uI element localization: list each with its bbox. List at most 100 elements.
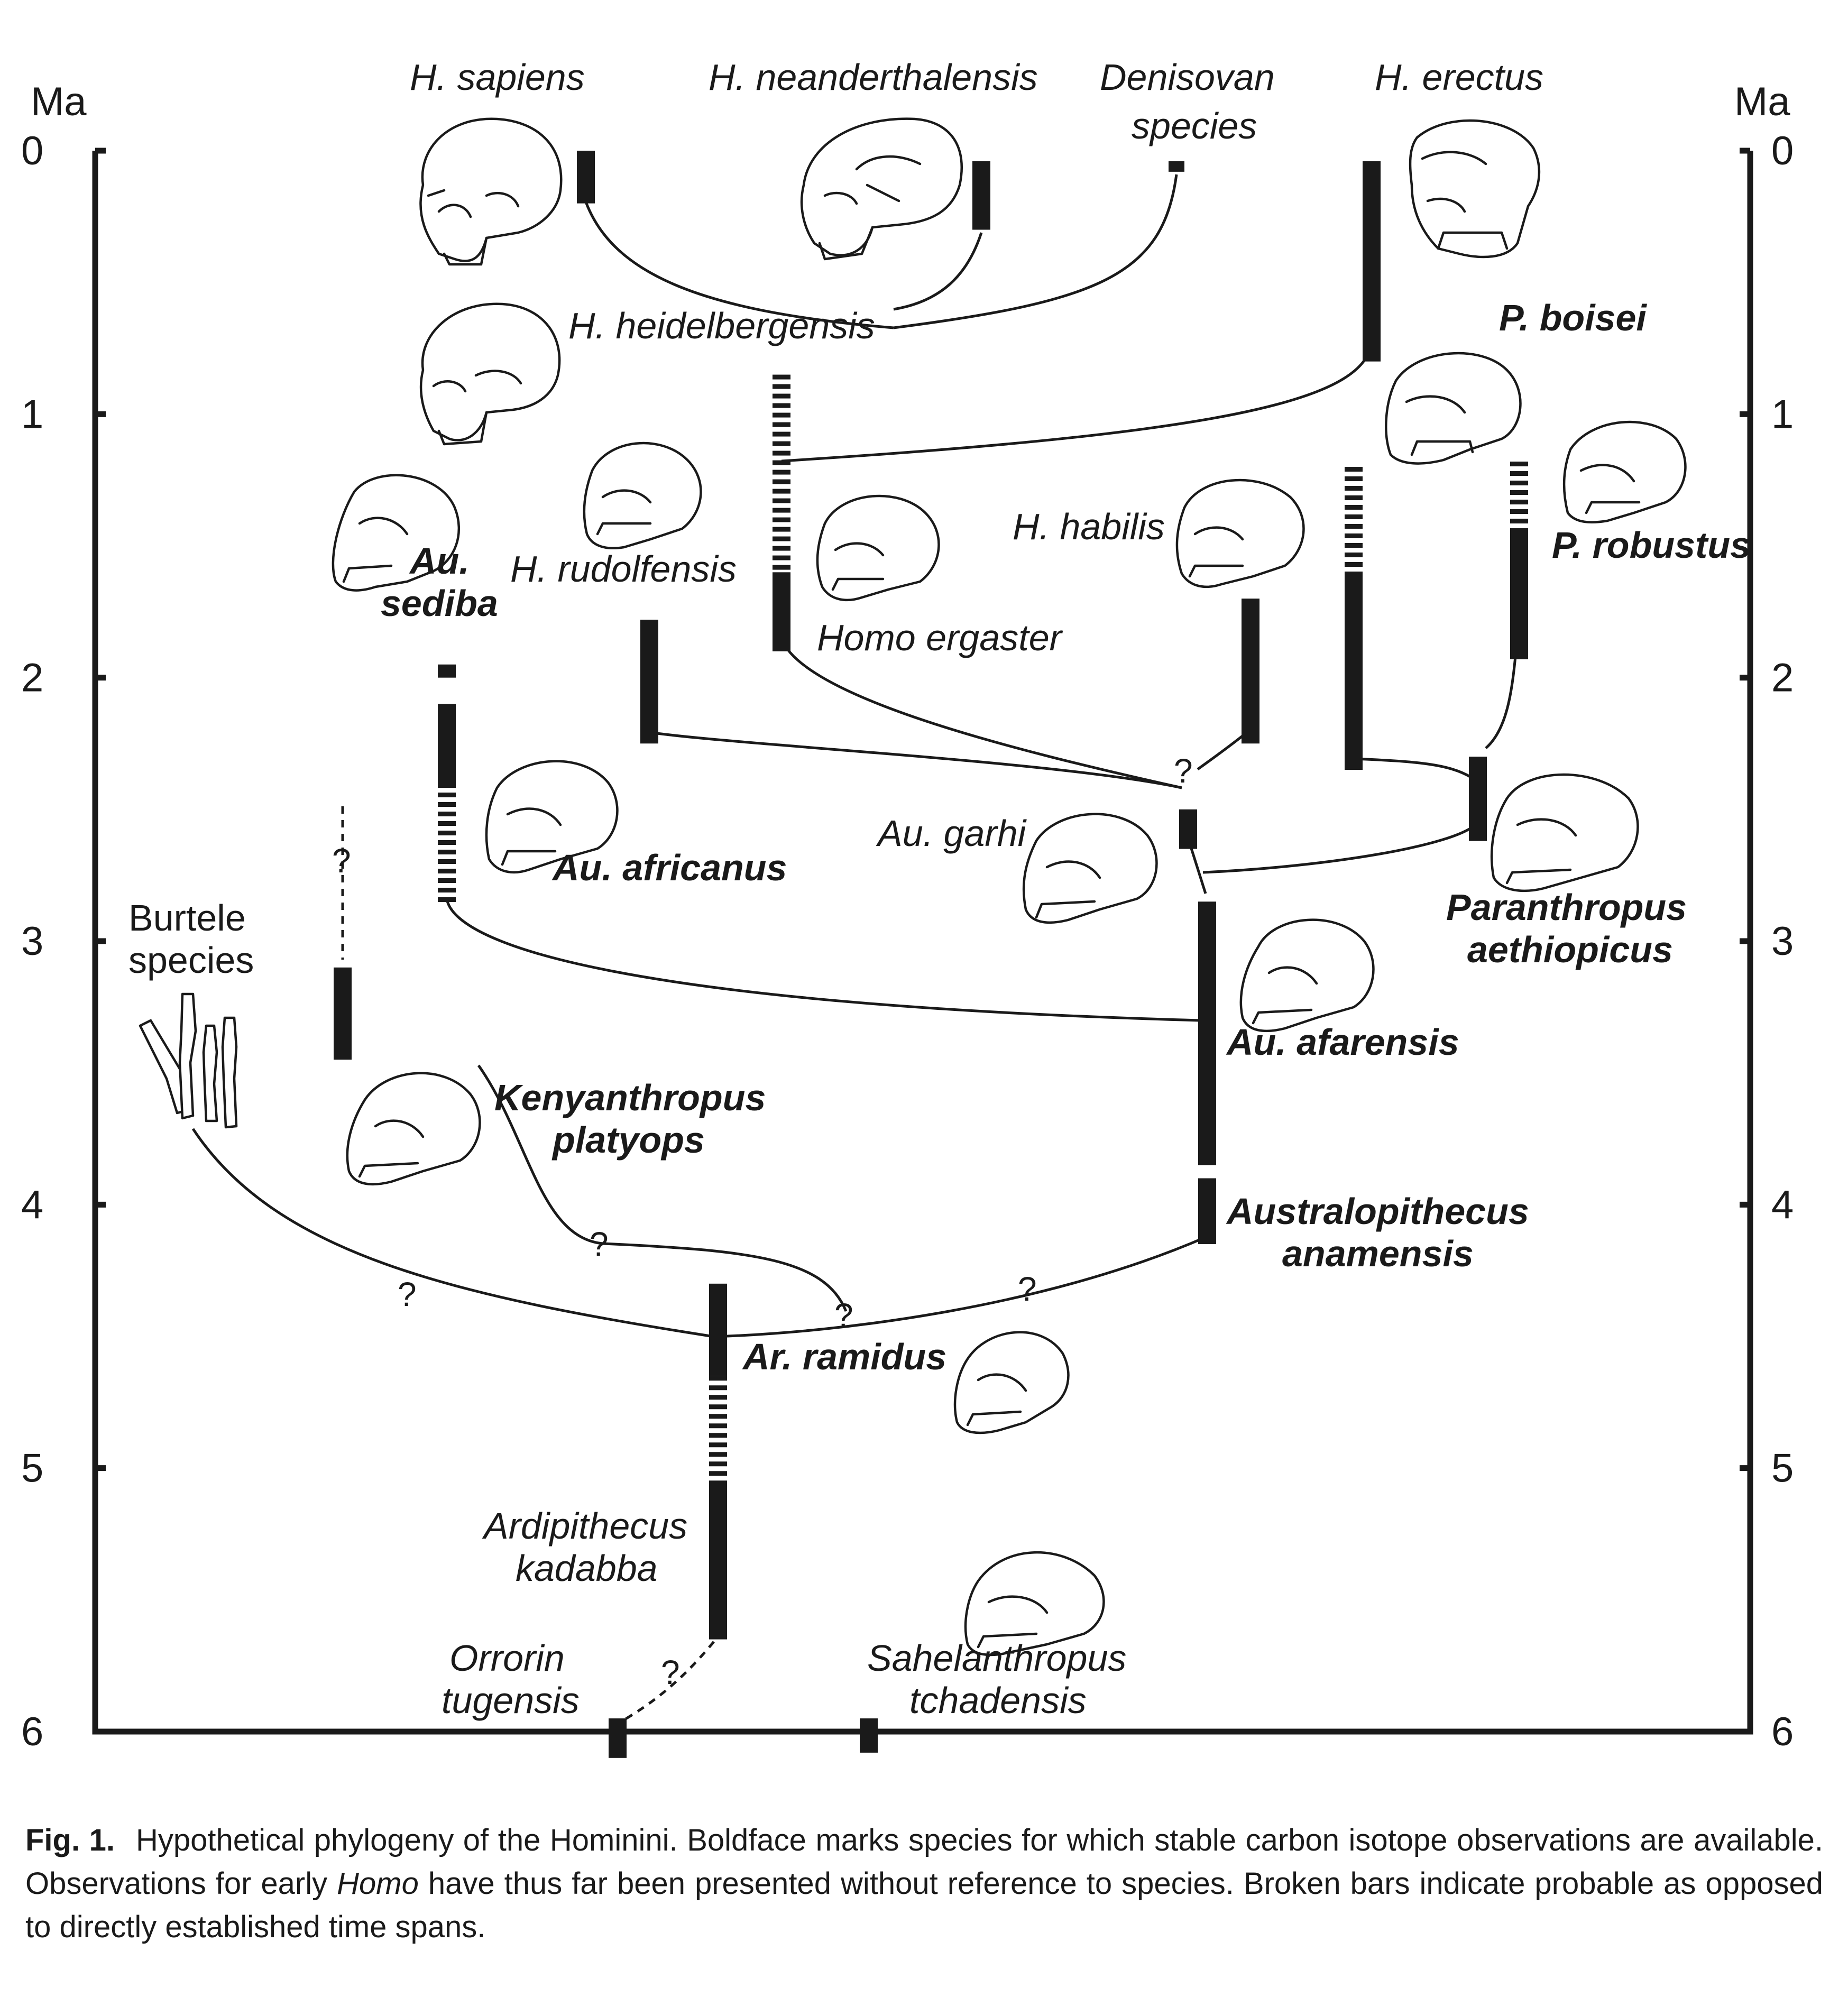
question-mark-burtele-link: ? <box>398 1275 417 1313</box>
label-burtele-line2: species <box>128 940 254 981</box>
bar-probable-segment <box>438 793 456 797</box>
skull-robustus-icon <box>1562 420 1687 523</box>
bar-probable-segment <box>709 1395 727 1400</box>
bar-probable-segment <box>773 479 790 484</box>
bar-probable-segment <box>1510 528 1528 533</box>
skull-sediba-icon <box>332 474 460 592</box>
bar-probable-segment <box>709 1461 727 1467</box>
label-aethiopicus-line2: aethiopicus <box>1467 929 1673 970</box>
branch-burtele <box>191 1128 1206 1338</box>
branch-africanus <box>445 898 1201 1022</box>
bar-probable-segment <box>1510 462 1528 467</box>
skull-platyops-icon <box>346 1072 481 1186</box>
axis-tick-label-left-1: 1 <box>21 392 43 437</box>
label-erectus: H. erectus <box>1375 57 1543 98</box>
bar-ramidus <box>709 1283 727 1376</box>
bar-orrorin <box>609 1718 627 1758</box>
axis-title-left: Ma <box>31 79 87 124</box>
skull-neanderthalensis-icon <box>800 117 963 261</box>
label-aethiopicus-line1: Paranthropus <box>1446 887 1687 928</box>
bar-probable-segment <box>438 878 456 883</box>
skull-boisei-icon <box>1385 352 1522 465</box>
bar-probable-segment <box>773 498 790 503</box>
bar-probable-segment <box>1345 562 1363 567</box>
bar-afarensis <box>1198 901 1216 1165</box>
label-sediba-line1: Au. <box>409 540 470 582</box>
bar-platyops <box>334 967 352 1060</box>
bar-denisovan <box>1169 161 1184 172</box>
branch-denisovan <box>893 174 1178 329</box>
axis-title-right: Ma <box>1734 79 1790 124</box>
bar-probable-segment <box>709 1385 727 1391</box>
bar-probable-segment <box>773 489 790 494</box>
bar-probable-heidelbergensis <box>773 374 790 570</box>
bar-probable-segment <box>709 1433 727 1438</box>
axis-tick-label-left-2: 2 <box>21 656 43 701</box>
bar-ergaster <box>773 572 790 651</box>
time-axis: Ma Ma 0 0 1 1 2 2 3 3 4 4 5 5 6 6 <box>21 79 1794 1754</box>
skull-garhi-icon <box>1022 813 1158 924</box>
bar-probable-segment <box>773 470 790 475</box>
skull-ramidus-icon <box>953 1331 1070 1434</box>
bar-probable-segment <box>1345 486 1363 491</box>
label-africanus: Au. africanus <box>551 847 787 888</box>
skull-afarensis-icon <box>1239 918 1375 1033</box>
skull-sapiens-icon <box>419 117 563 266</box>
bar-neanderthalensis <box>972 161 990 230</box>
bar-probable-segment <box>709 1442 727 1448</box>
label-ergaster: Homo ergaster <box>817 617 1063 658</box>
branch-neanderthalensis <box>893 232 983 311</box>
bar-probable-robustus <box>1510 462 1528 533</box>
bar-probable-segment <box>773 517 790 522</box>
bar-probable-segment <box>773 536 790 541</box>
label-sapiens: H. sapiens <box>410 57 585 98</box>
bar-probable-segment <box>1510 471 1528 476</box>
bar-probable-africanus <box>438 783 456 902</box>
bar-habilis <box>1242 599 1259 744</box>
label-sahelanthropus-line2: tchadensis <box>909 1680 1087 1721</box>
branch-garhi-afarensis <box>1188 843 1207 894</box>
bar-probable-segment <box>1510 500 1528 505</box>
skull-illustrations <box>139 117 1687 1657</box>
label-burtele-line1: Burtele <box>128 897 246 938</box>
bar-probable-segment <box>709 1404 727 1410</box>
question-mark-orrorin-link: ? <box>661 1653 680 1691</box>
figure-caption: Fig. 1. Hypothetical phylogeny of the Hom… <box>25 1819 1823 1949</box>
label-ramidus: Ar. ramidus <box>742 1336 946 1377</box>
label-orrorin-line2: tugensis <box>442 1680 580 1721</box>
skull-habilis-icon <box>1175 478 1305 588</box>
species-bars <box>334 151 1528 1758</box>
bar-probable-segment <box>438 831 456 835</box>
branch-erectus <box>781 342 1373 463</box>
axis-tick-label-right-4: 4 <box>1771 1182 1794 1227</box>
bar-probable-segment <box>1345 553 1363 557</box>
label-neanderthalensis: H. neanderthalensis <box>709 57 1038 98</box>
caption-text-em: Homo <box>337 1866 419 1901</box>
bar-probable-segment <box>709 1471 727 1476</box>
axis-tick-label-left-6: 6 <box>21 1709 43 1754</box>
bar-probable-segment <box>438 869 456 873</box>
bar-probable-segment <box>1510 509 1528 514</box>
bar-probable-segment <box>438 897 456 902</box>
skull-heidelbergensis-icon <box>419 302 561 446</box>
bar-probable-segment <box>438 802 456 807</box>
label-sediba-line2: sediba <box>381 583 498 624</box>
label-platyops-line1: Kenyanthropus <box>494 1077 766 1118</box>
bar-probable-segment <box>709 1376 727 1381</box>
branch-boisei-aethiopicus <box>1353 757 1472 779</box>
label-afarensis: Au. afarensis <box>1226 1021 1459 1063</box>
skull-sahelanthropus-icon <box>964 1551 1105 1657</box>
label-heidelbergensis: H. heidelbergensis <box>568 305 875 346</box>
axis-tick-label-right-2: 2 <box>1771 656 1794 701</box>
bar-probable-segment <box>438 812 456 816</box>
axis-tick-label-right-1: 1 <box>1771 392 1794 437</box>
label-sahelanthropus-line1: Sahelanthropus <box>867 1637 1126 1679</box>
branch-ergaster <box>780 638 1182 789</box>
bar-aethiopicus <box>1469 757 1487 841</box>
label-boisei: P. boisei <box>1499 297 1647 338</box>
branch-platyops <box>477 1064 848 1312</box>
question-mark-anamensis-link: ? <box>1018 1270 1037 1308</box>
branch-aethiopicus-afarensis <box>1202 821 1479 874</box>
bar-probable-segment <box>709 1452 727 1457</box>
bar-probable-segment <box>1345 467 1363 472</box>
